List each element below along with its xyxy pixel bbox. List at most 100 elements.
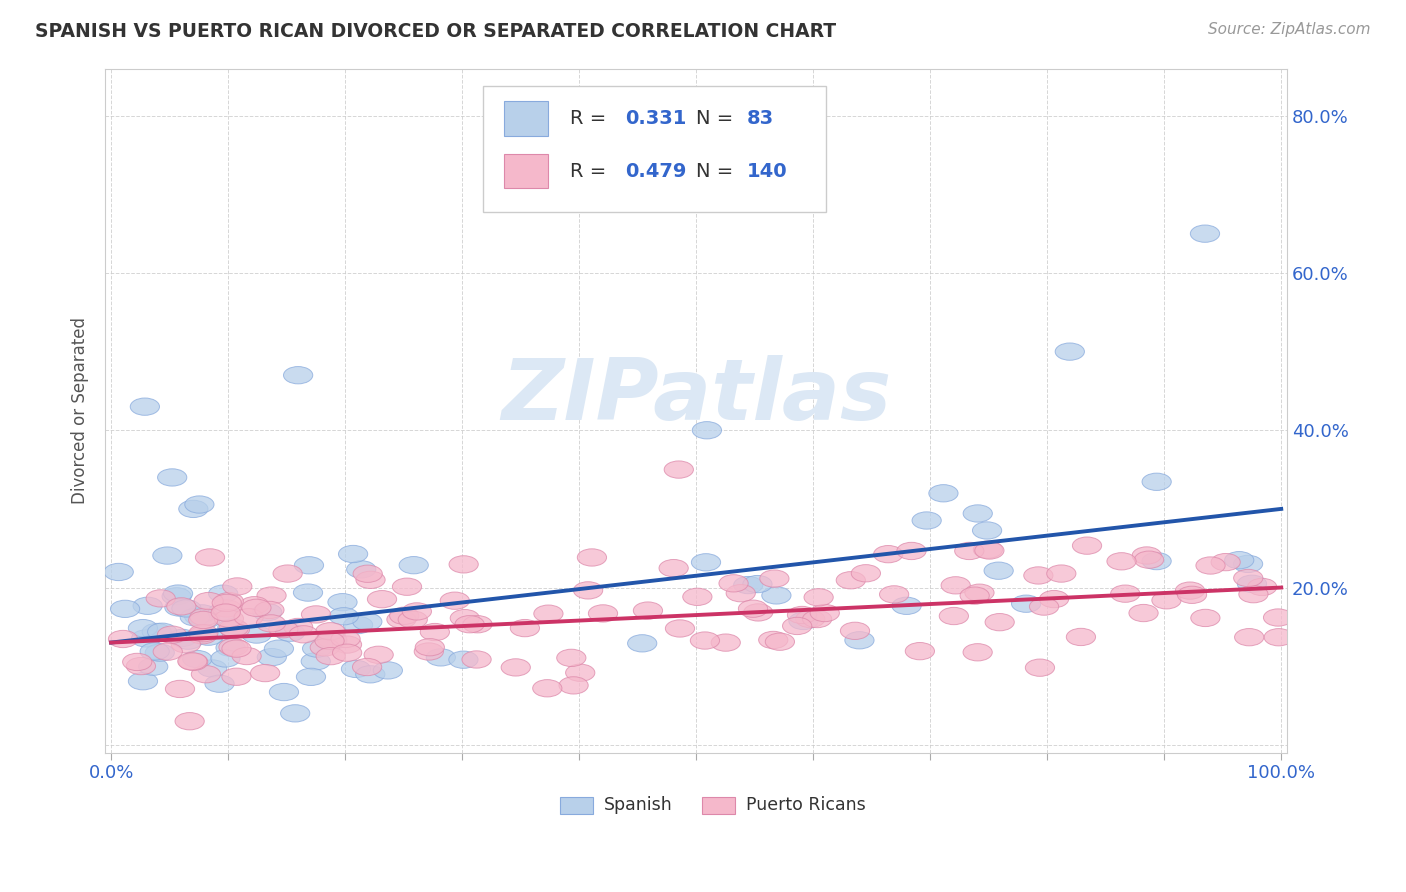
Ellipse shape — [1054, 343, 1084, 360]
Ellipse shape — [420, 624, 450, 640]
Ellipse shape — [633, 602, 662, 619]
Ellipse shape — [166, 681, 194, 698]
Ellipse shape — [965, 584, 994, 601]
Ellipse shape — [197, 660, 226, 677]
Ellipse shape — [557, 649, 586, 666]
Ellipse shape — [891, 597, 921, 615]
Ellipse shape — [233, 608, 263, 626]
Ellipse shape — [364, 646, 394, 664]
Ellipse shape — [122, 653, 152, 671]
Ellipse shape — [353, 658, 381, 675]
Ellipse shape — [194, 628, 224, 646]
Ellipse shape — [627, 635, 657, 652]
Ellipse shape — [257, 587, 287, 604]
Text: SPANISH VS PUERTO RICAN DIVORCED OR SEPARATED CORRELATION CHART: SPANISH VS PUERTO RICAN DIVORCED OR SEPA… — [35, 22, 837, 41]
Ellipse shape — [905, 642, 935, 660]
Ellipse shape — [762, 587, 792, 604]
Ellipse shape — [1177, 586, 1206, 604]
Ellipse shape — [742, 575, 772, 593]
Text: ZIPatlas: ZIPatlas — [501, 355, 891, 438]
Ellipse shape — [342, 660, 371, 678]
Ellipse shape — [276, 624, 305, 641]
Ellipse shape — [744, 604, 773, 621]
Ellipse shape — [315, 632, 344, 649]
Ellipse shape — [353, 566, 382, 582]
Ellipse shape — [534, 605, 562, 623]
Ellipse shape — [297, 668, 326, 686]
Ellipse shape — [284, 367, 312, 384]
Ellipse shape — [1046, 565, 1076, 582]
Ellipse shape — [205, 675, 235, 692]
Ellipse shape — [316, 623, 344, 640]
Ellipse shape — [316, 648, 346, 665]
Ellipse shape — [533, 680, 562, 697]
Bar — [560, 797, 593, 814]
Ellipse shape — [179, 653, 208, 671]
Ellipse shape — [218, 619, 247, 636]
Ellipse shape — [939, 607, 969, 624]
Ellipse shape — [974, 541, 1004, 559]
Ellipse shape — [1132, 547, 1161, 564]
Ellipse shape — [1142, 473, 1171, 491]
Ellipse shape — [184, 607, 214, 625]
Ellipse shape — [222, 668, 252, 685]
Ellipse shape — [1264, 609, 1292, 626]
Text: R =: R = — [569, 109, 606, 128]
Bar — [702, 797, 735, 814]
Ellipse shape — [356, 571, 385, 589]
Ellipse shape — [214, 592, 243, 610]
Text: 0.331: 0.331 — [626, 109, 686, 128]
Ellipse shape — [195, 549, 225, 566]
FancyBboxPatch shape — [484, 86, 827, 212]
Ellipse shape — [318, 632, 347, 650]
Ellipse shape — [973, 522, 1001, 539]
Ellipse shape — [1039, 591, 1069, 607]
Ellipse shape — [184, 496, 214, 513]
Text: Source: ZipAtlas.com: Source: ZipAtlas.com — [1208, 22, 1371, 37]
Ellipse shape — [398, 611, 427, 628]
Ellipse shape — [389, 607, 419, 624]
Ellipse shape — [250, 665, 280, 681]
Ellipse shape — [787, 607, 817, 624]
Ellipse shape — [157, 626, 187, 643]
Ellipse shape — [912, 512, 941, 529]
Ellipse shape — [284, 618, 312, 636]
Ellipse shape — [294, 584, 322, 601]
Ellipse shape — [253, 604, 281, 621]
Ellipse shape — [659, 559, 689, 577]
Ellipse shape — [127, 657, 156, 674]
Ellipse shape — [803, 610, 832, 628]
Text: N =: N = — [696, 109, 734, 128]
Ellipse shape — [179, 500, 208, 517]
Ellipse shape — [963, 644, 993, 661]
Ellipse shape — [270, 683, 298, 701]
Ellipse shape — [1025, 659, 1054, 676]
Ellipse shape — [1135, 551, 1164, 568]
Ellipse shape — [440, 592, 470, 609]
Ellipse shape — [560, 677, 588, 694]
Text: N =: N = — [696, 161, 734, 181]
Ellipse shape — [973, 541, 1002, 558]
Ellipse shape — [1197, 557, 1225, 574]
Ellipse shape — [353, 613, 382, 631]
Ellipse shape — [588, 605, 617, 622]
Ellipse shape — [104, 564, 134, 581]
Ellipse shape — [665, 620, 695, 637]
Bar — [503, 154, 548, 188]
Text: 83: 83 — [747, 109, 775, 128]
Ellipse shape — [804, 589, 834, 606]
Ellipse shape — [212, 599, 242, 617]
Ellipse shape — [343, 616, 373, 633]
Ellipse shape — [986, 614, 1014, 631]
Ellipse shape — [148, 624, 177, 640]
Y-axis label: Divorced or Separated: Divorced or Separated — [72, 317, 89, 504]
Ellipse shape — [1111, 585, 1140, 602]
Bar — [503, 102, 548, 136]
Ellipse shape — [211, 604, 240, 621]
Text: Spanish: Spanish — [605, 797, 672, 814]
Ellipse shape — [330, 631, 360, 648]
Ellipse shape — [190, 608, 219, 625]
Ellipse shape — [214, 610, 243, 627]
Ellipse shape — [239, 597, 269, 614]
Ellipse shape — [163, 585, 193, 602]
